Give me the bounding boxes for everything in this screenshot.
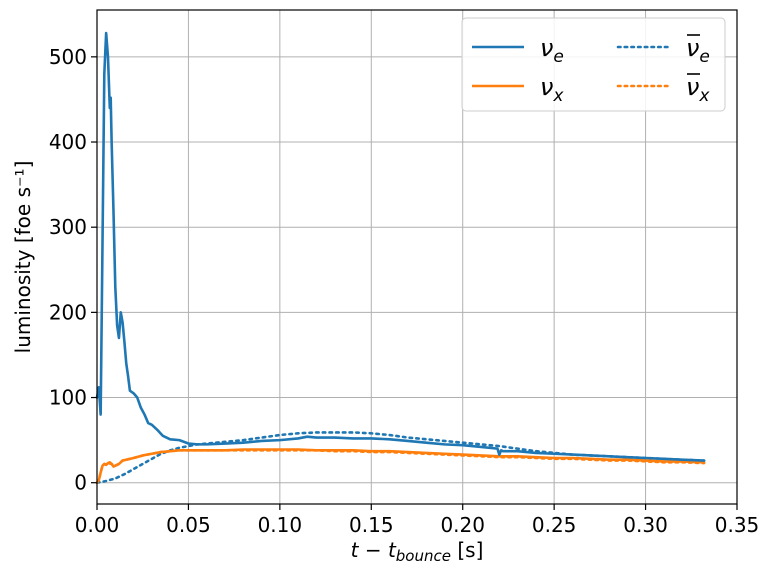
x-axis-label: t − tbounce [s] (351, 538, 484, 565)
legend-label-nu-e: νe (540, 34, 564, 67)
y-axis-label: luminosity [foe s⁻¹] (11, 161, 35, 354)
legend-frame (461, 17, 726, 112)
x-tick-label: 0.25 (532, 513, 577, 537)
y-tick-label: 300 (49, 215, 87, 239)
x-tick-label: 0.10 (258, 513, 303, 537)
series-line-nu-x (95, 448, 706, 485)
y-tick-label: 200 (49, 300, 87, 324)
x-tick-label: 0.30 (623, 513, 668, 537)
x-tick-label: 0.15 (349, 513, 394, 537)
legend-label-nu-x: νx (540, 73, 564, 106)
y-tick-label: 0 (74, 471, 87, 495)
series-line-nu-e-bar (95, 431, 706, 485)
series-layer (95, 31, 706, 485)
ticks: 0.00 0.05 0.10 0.15 0.20 0.25 0.30 0.35 0 100 200 3… (49, 45, 759, 537)
plot-area-frame (96, 9, 738, 505)
y-tick-label: 400 (49, 130, 87, 154)
legend-label-nu-x-bar: νx (686, 73, 710, 106)
x-tick-label: 0.05 (166, 513, 211, 537)
legend: νe νx νe νx (461, 17, 726, 112)
x-tick-label: 0.00 (75, 513, 120, 537)
x-tick-label: 0.20 (440, 513, 485, 537)
y-tick-label: 500 (49, 45, 87, 69)
x-tick-label: 0.35 (715, 513, 760, 537)
legend-label-nu-e-bar: νe (686, 34, 710, 67)
series-line-nu-e (95, 31, 706, 462)
y-tick-label: 100 (49, 386, 87, 410)
